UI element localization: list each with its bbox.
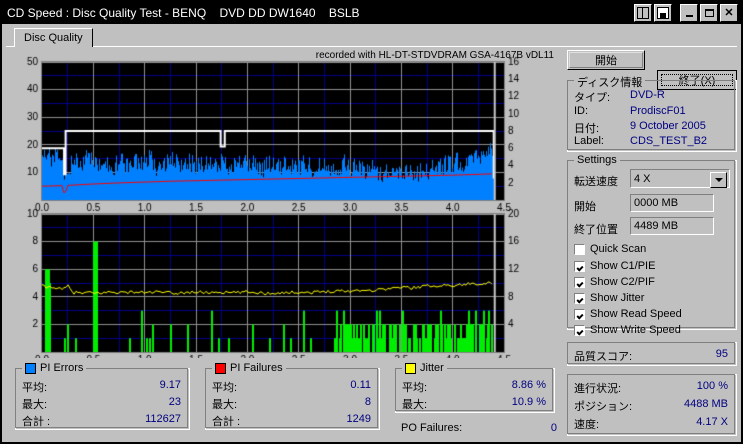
pi-errors-box: PI Errors 平均: 9.17 最大: 23 合計 : 112627 bbox=[15, 362, 190, 430]
pi-failures-color-swatch bbox=[215, 362, 226, 374]
pi-errors-title: PI Errors bbox=[40, 362, 84, 374]
close-button[interactable]: ✕ bbox=[720, 4, 738, 22]
checkbox-box[interactable] bbox=[574, 292, 585, 304]
disc-quality-graphs bbox=[7, 48, 560, 358]
checkbox-quick-scan[interactable]: Quick Scan bbox=[574, 243, 646, 255]
checkbox-box[interactable] bbox=[574, 276, 585, 288]
settings-group: Settings 転送速度 4 X 開始 0000 MB 終了位置 4489 M… bbox=[567, 154, 737, 336]
checkbox-label: Show Jitter bbox=[590, 292, 645, 304]
window-title: CD Speed : Disc Quality Test - BENQ DVD … bbox=[7, 6, 360, 20]
position-value: 4488 MB bbox=[683, 398, 728, 410]
pi-errors-title-group: PI Errors bbox=[22, 362, 87, 374]
tab-strip: Disc Quality bbox=[6, 28, 737, 48]
checkbox-box[interactable] bbox=[574, 324, 585, 336]
jitter-max-value: 10.9 % bbox=[511, 396, 546, 408]
speed-label: 転送速度 bbox=[574, 176, 618, 188]
maximize-button[interactable] bbox=[700, 4, 718, 22]
legend-area: PI Errors 平均: 9.17 最大: 23 合計 : 112627 PI… bbox=[7, 362, 560, 442]
checkbox-box[interactable] bbox=[574, 260, 585, 272]
status-panel: 進行状況: 100 % ポジション: 4488 MB 速度: 4.17 X bbox=[567, 374, 737, 436]
pi-failures-avg-value: 0.11 bbox=[350, 379, 371, 391]
jitter-max-label: 最大: bbox=[402, 399, 428, 411]
checkbox-show-jitter[interactable]: Show Jitter bbox=[574, 292, 644, 304]
title-bar: CD Speed : Disc Quality Test - BENQ DVD … bbox=[2, 2, 741, 24]
exit-button-label: 終了(X) bbox=[678, 75, 716, 87]
pi-errors-max-label: 最大: bbox=[22, 399, 48, 411]
start-pos-value: 0000 MB bbox=[634, 197, 679, 209]
pi-errors-total-label: 合計 : bbox=[22, 416, 51, 428]
jitter-box: Jitter 平均: 8.86 % 最大: 10.9 % bbox=[395, 362, 555, 413]
disc-info-group: ディスク情報 タイプ: DVD-R ID: ProdiscF01 日付: 9 O… bbox=[567, 74, 737, 152]
end-pos-value: 4489 MB bbox=[634, 220, 679, 232]
speed-stat-label: 速度: bbox=[574, 419, 600, 431]
disc-date-value: 9 October 2005 bbox=[630, 120, 706, 132]
pi-failures-total-label: 合計 : bbox=[212, 416, 241, 428]
jitter-avg-value: 8.86 % bbox=[511, 379, 546, 391]
start-button-label: 開始 bbox=[595, 55, 617, 67]
quality-score-panel: 品質スコア: 95 bbox=[567, 342, 737, 366]
pi-errors-total-value: 112627 bbox=[145, 413, 181, 425]
disc-id-label: ID: bbox=[574, 105, 589, 117]
checkbox-label: Show Write Speed bbox=[590, 324, 681, 336]
pi-errors-max-value: 23 bbox=[168, 396, 181, 408]
window-controls: ✕ bbox=[634, 4, 738, 22]
end-pos-label: 終了位置 bbox=[574, 224, 618, 236]
start-button[interactable]: 開始 bbox=[567, 50, 645, 70]
pi-failures-max-value: 8 bbox=[364, 396, 371, 408]
pi-failures-title-group: PI Failures bbox=[212, 362, 286, 374]
progress-value: 100 % bbox=[696, 380, 728, 392]
disc-type-label: タイプ: bbox=[574, 92, 611, 104]
disc-info-title: ディスク情報 bbox=[574, 74, 646, 90]
progress-label: 進行状況: bbox=[574, 383, 622, 395]
jitter-title: Jitter bbox=[420, 362, 444, 374]
minimize-button[interactable] bbox=[680, 4, 698, 22]
quality-score-label: 品質スコア: bbox=[574, 351, 633, 363]
disc-label-label: Label: bbox=[574, 135, 604, 147]
pi-errors-color-swatch bbox=[25, 362, 36, 374]
quality-score-value: 95 bbox=[715, 348, 728, 360]
end-pos-input[interactable]: 4489 MB bbox=[630, 217, 714, 235]
save-icon[interactable] bbox=[654, 4, 672, 22]
pi-failures-avg-label: 平均: bbox=[212, 382, 238, 394]
checkbox-label: Show Read Speed bbox=[590, 308, 682, 320]
checkbox-show-c2-pif[interactable]: Show C2/PIF bbox=[574, 276, 655, 288]
checkbox-label: Show C1/PIE bbox=[590, 260, 656, 272]
checkbox-show-c1-pie[interactable]: Show C1/PIE bbox=[574, 260, 655, 272]
pi-failures-box: PI Failures 平均: 0.11 最大: 8 合計 : 1249 bbox=[205, 362, 380, 430]
settings-title: Settings bbox=[574, 154, 620, 166]
disc-label-value: CDS_TEST_B2 bbox=[630, 135, 708, 147]
tab-disc-quality[interactable]: Disc Quality bbox=[14, 28, 93, 47]
chevron-down-icon[interactable] bbox=[710, 172, 727, 188]
jitter-color-swatch bbox=[405, 362, 416, 374]
checkbox-box[interactable] bbox=[574, 308, 585, 320]
book-icon[interactable] bbox=[634, 4, 652, 22]
tab-divider bbox=[6, 46, 737, 49]
checkbox-label: Quick Scan bbox=[590, 243, 647, 255]
charts-area: recorded with HL-DT-STDVDRAM GSA-4167B v… bbox=[7, 48, 560, 358]
start-pos-input[interactable]: 0000 MB bbox=[630, 194, 714, 212]
sidebar-panel: 開始 終了(X) ディスク情報 タイプ: DVD-R ID: ProdiscF0… bbox=[565, 48, 739, 441]
start-pos-label: 開始 bbox=[574, 201, 596, 213]
checkbox-box[interactable] bbox=[574, 243, 585, 255]
po-failures-label: PO Failures: bbox=[401, 422, 463, 434]
pi-failures-total-value: 1249 bbox=[346, 413, 371, 425]
checkbox-label: Show C2/PIF bbox=[590, 276, 655, 288]
po-failures-value: 0 bbox=[550, 422, 557, 434]
disc-type-value: DVD-R bbox=[630, 89, 665, 101]
position-label: ポジション: bbox=[574, 401, 633, 413]
pi-errors-avg-value: 9.17 bbox=[159, 379, 181, 391]
checkbox-show-write-speed[interactable]: Show Write Speed bbox=[574, 324, 681, 336]
speed-value: 4 X bbox=[634, 172, 651, 185]
pi-failures-title: PI Failures bbox=[230, 362, 283, 374]
jitter-avg-label: 平均: bbox=[402, 382, 428, 394]
checkbox-show-read-speed[interactable]: Show Read Speed bbox=[574, 308, 682, 320]
speed-stat-value: 4.17 X bbox=[696, 416, 728, 428]
disc-id-value: ProdiscF01 bbox=[630, 105, 686, 117]
pi-errors-avg-label: 平均: bbox=[22, 382, 48, 394]
pi-failures-max-label: 最大: bbox=[212, 399, 238, 411]
jitter-title-group: Jitter bbox=[402, 362, 447, 374]
speed-select[interactable]: 4 X bbox=[630, 169, 730, 188]
disc-date-label: 日付: bbox=[574, 123, 600, 135]
